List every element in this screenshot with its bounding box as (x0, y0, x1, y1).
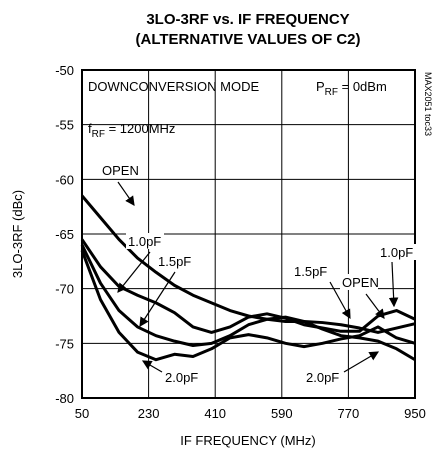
label-bg (156, 253, 194, 269)
label-arrow (139, 271, 176, 328)
y-tick-label: -55 (55, 118, 74, 133)
annotation: fRF = 1200MHz (88, 121, 175, 140)
chart-title: (ALTERNATIVE VALUES OF C2) (136, 31, 361, 48)
x-tick-label: 230 (138, 406, 160, 421)
series-line (80, 244, 416, 362)
label-bg (126, 233, 164, 249)
label-arrow (388, 261, 399, 308)
y-tick-label: -65 (55, 227, 74, 242)
label-bg (340, 274, 378, 290)
series-line (80, 249, 416, 362)
annotation-part: RF (325, 87, 338, 98)
x-tick-label: 950 (404, 406, 426, 421)
series-label: 1.5pF (158, 254, 191, 269)
label-arrow (365, 293, 385, 319)
label-bg (100, 162, 138, 178)
annotation-part: = 1200MHz (105, 121, 175, 136)
y-tick-label: -75 (55, 336, 74, 351)
y-tick-label: -60 (55, 172, 74, 187)
series-label: 2.0pF (165, 370, 198, 385)
series-label: OPEN (342, 275, 379, 290)
series-label: 2.0pF (306, 370, 339, 385)
label-bg (292, 263, 330, 279)
x-tick-label: 50 (75, 406, 89, 421)
annotation: DOWNCONVERSION MODE (88, 79, 260, 94)
label-bg (304, 369, 342, 385)
label-bg (163, 369, 201, 385)
annotation-part: RF (92, 129, 105, 140)
label-arrow (117, 181, 135, 206)
label-arrow (141, 360, 163, 373)
y-tick-label: -70 (55, 282, 74, 297)
annotation-part: P (316, 79, 325, 94)
label-arrow (343, 351, 380, 373)
series-label: 1.5pF (294, 264, 327, 279)
y-axis-label: 3LO-3RF (dBc) (10, 190, 25, 278)
series-line (80, 238, 416, 334)
x-axis-label: IF FREQUENCY (MHz) (180, 433, 316, 448)
series-line (80, 194, 416, 334)
plot-frame (81, 69, 416, 399)
series-label: 1.0pF (380, 245, 413, 260)
y-tick-label: -80 (55, 391, 74, 406)
x-tick-label: 770 (338, 406, 360, 421)
x-tick-label: 590 (271, 406, 293, 421)
x-tick-label: 410 (204, 406, 226, 421)
annotation-part: f (88, 121, 92, 136)
annotation: MAX2051 toc33 (423, 72, 433, 136)
y-tick-label: -50 (55, 63, 74, 78)
chart-title: 3LO-3RF vs. IF FREQUENCY (146, 11, 349, 28)
annotation: PRF = 0dBm (316, 79, 387, 98)
label-bg (378, 244, 416, 260)
label-arrow (329, 281, 351, 320)
series-label: 1.0pF (128, 234, 161, 249)
label-arrow (117, 251, 151, 293)
series-label: OPEN (102, 163, 139, 178)
annotation-part: = 0dBm (338, 79, 387, 94)
